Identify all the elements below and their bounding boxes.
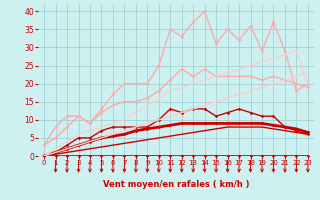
X-axis label: Vent moyen/en rafales ( km/h ): Vent moyen/en rafales ( km/h ) [103,180,249,189]
